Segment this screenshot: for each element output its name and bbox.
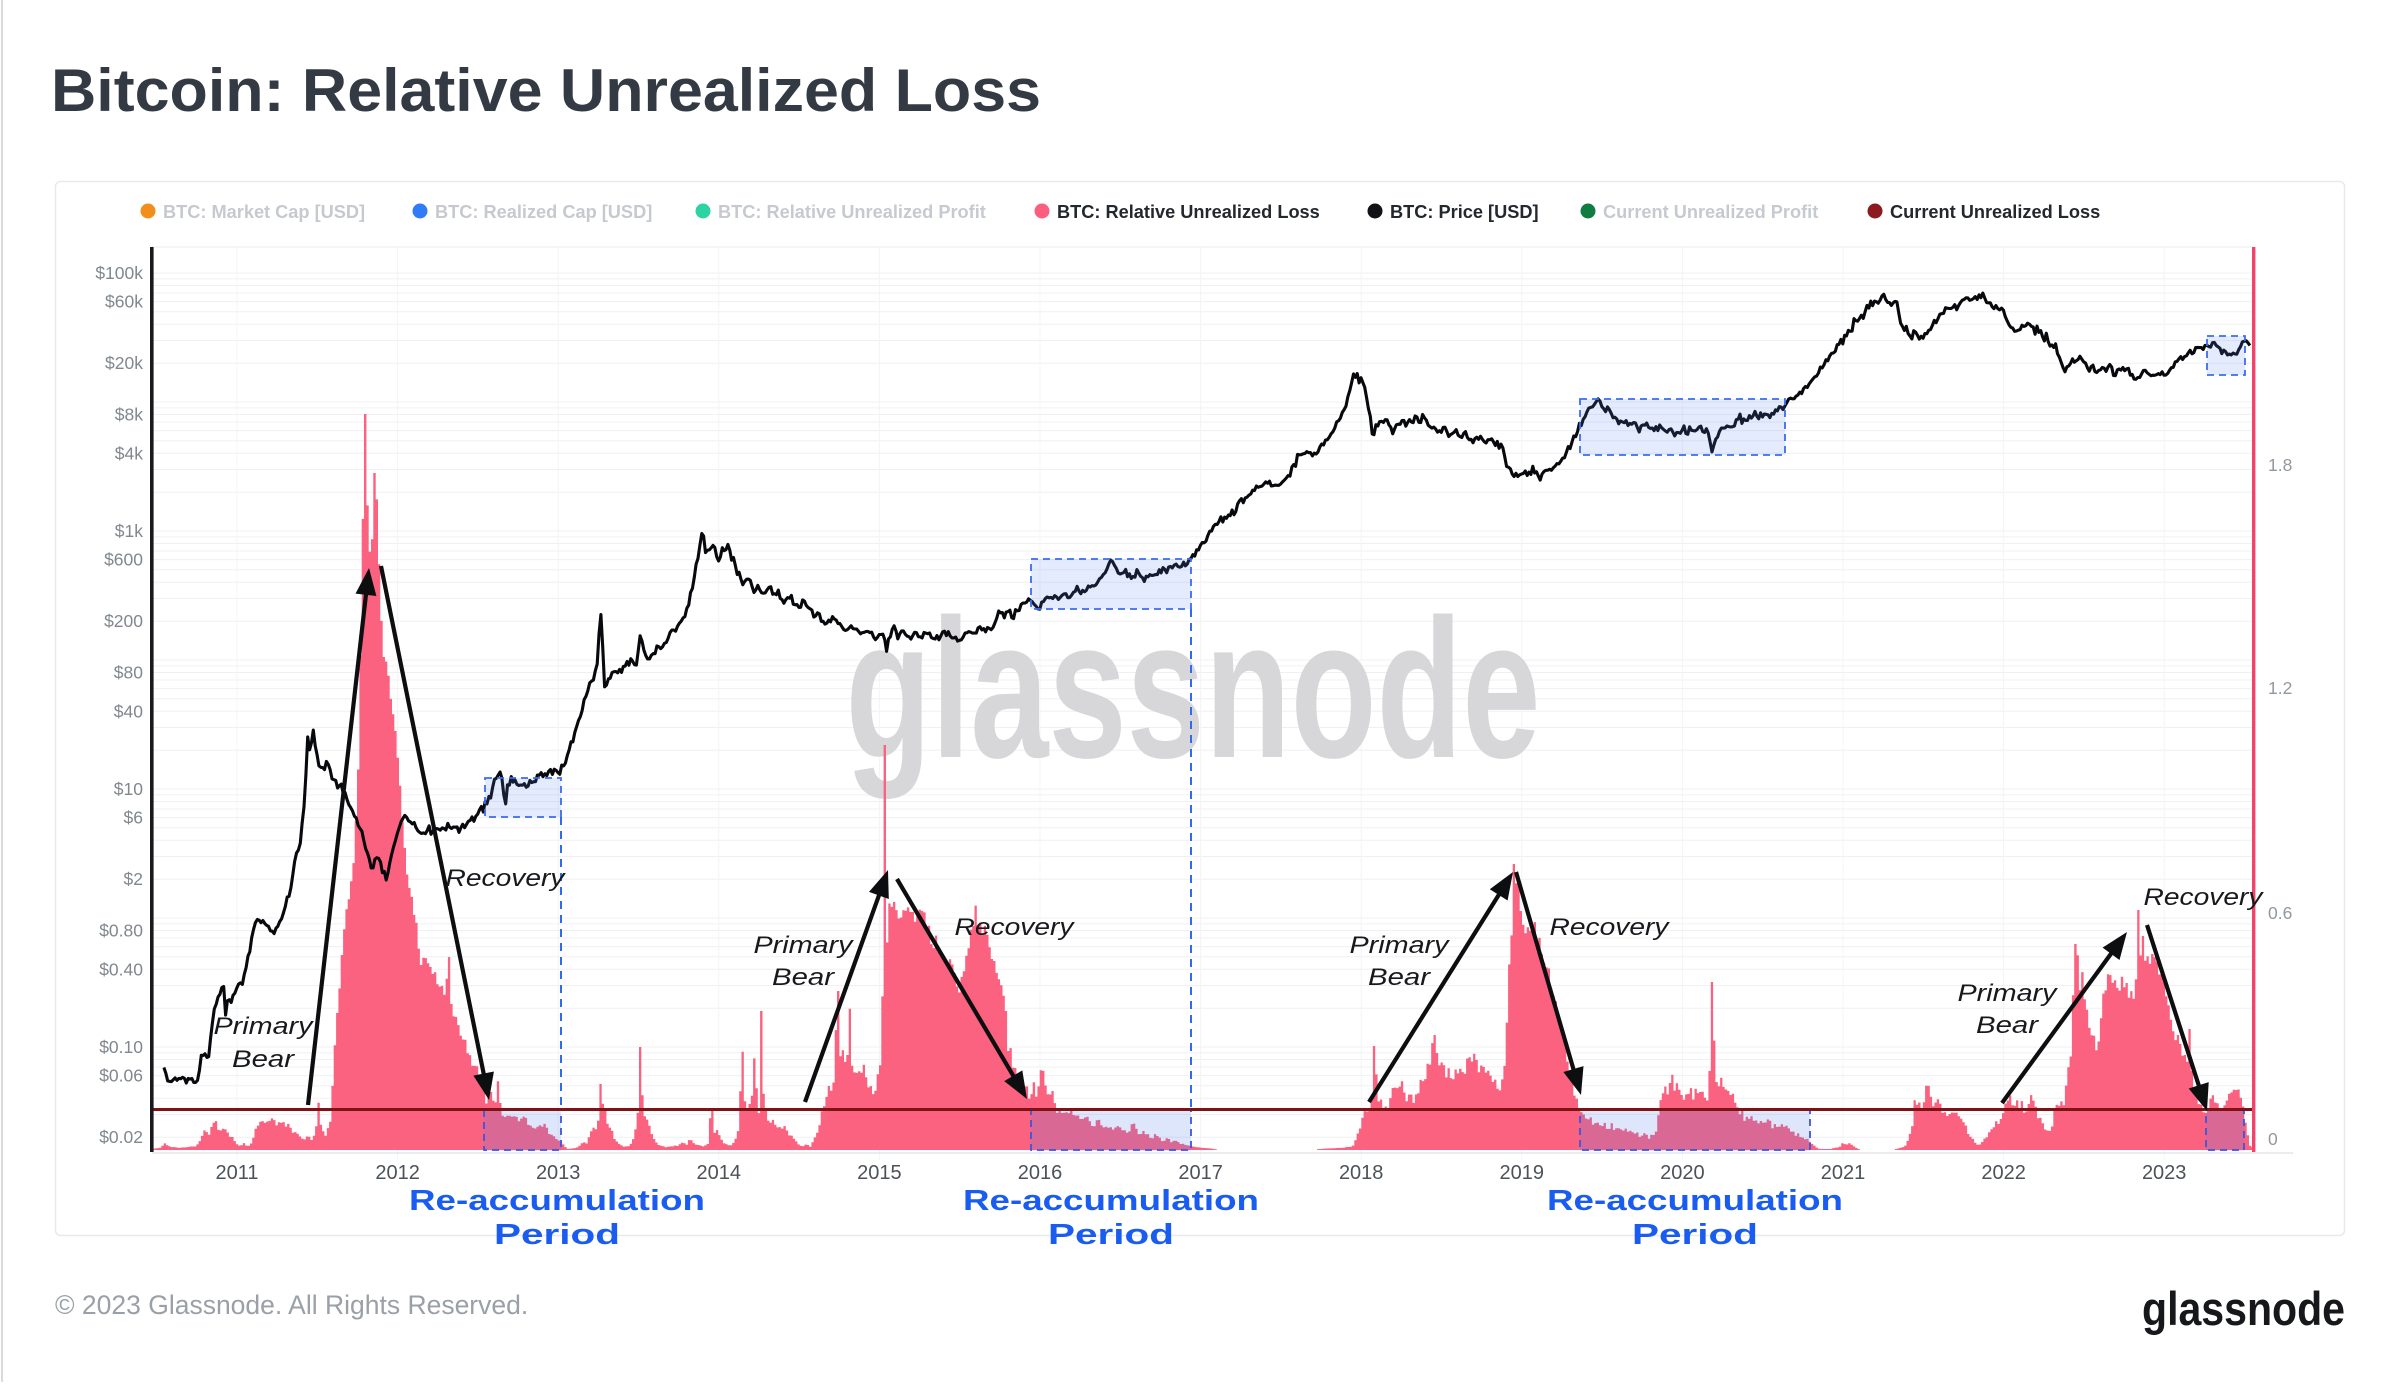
svg-text:2011: 2011 — [215, 1162, 258, 1184]
svg-text:Period: Period — [494, 1219, 620, 1251]
svg-text:$0.06: $0.06 — [99, 1066, 143, 1086]
svg-text:BTC: Relative Unrealized Profi: BTC: Relative Unrealized Profit — [718, 202, 986, 222]
svg-text:2014: 2014 — [697, 1162, 742, 1184]
svg-text:2020: 2020 — [1660, 1162, 1705, 1184]
svg-text:$0.02: $0.02 — [99, 1127, 143, 1147]
svg-text:2022: 2022 — [1981, 1162, 2026, 1184]
svg-text:$20k: $20k — [105, 353, 143, 373]
svg-text:Recovery: Recovery — [1550, 914, 1671, 941]
svg-text:1.2: 1.2 — [2268, 678, 2292, 698]
svg-text:glassnode: glassnode — [846, 578, 1541, 799]
svg-text:0: 0 — [2268, 1129, 2278, 1149]
svg-text:BTC: Relative Unrealized Loss: BTC: Relative Unrealized Loss — [1057, 202, 1320, 222]
svg-text:$600: $600 — [104, 550, 143, 570]
svg-text:2012: 2012 — [375, 1162, 420, 1184]
svg-text:Primary: Primary — [214, 1013, 315, 1040]
svg-text:$0.80: $0.80 — [99, 921, 143, 941]
svg-text:$0.40: $0.40 — [99, 959, 143, 979]
svg-text:$4k: $4k — [115, 443, 143, 463]
svg-text:Re-accumulation: Re-accumulation — [1547, 1185, 1843, 1217]
svg-text:1.8: 1.8 — [2268, 455, 2292, 475]
svg-text:Bear: Bear — [1976, 1012, 2039, 1039]
svg-text:2016: 2016 — [1018, 1162, 1063, 1184]
svg-text:Recovery: Recovery — [955, 914, 1076, 941]
svg-text:Re-accumulation: Re-accumulation — [409, 1185, 705, 1217]
svg-text:Recovery: Recovery — [2144, 884, 2265, 911]
svg-text:© 2023 Glassnode. All Rights R: © 2023 Glassnode. All Rights Reserved. — [55, 1290, 528, 1320]
svg-text:$100k: $100k — [95, 263, 143, 283]
svg-text:$0.10: $0.10 — [99, 1037, 143, 1057]
svg-text:2017: 2017 — [1178, 1162, 1223, 1184]
svg-text:2015: 2015 — [857, 1162, 902, 1184]
svg-text:Period: Period — [1048, 1219, 1174, 1251]
svg-text:$40: $40 — [114, 701, 143, 721]
svg-text:$200: $200 — [104, 611, 143, 631]
svg-text:$6: $6 — [124, 808, 143, 828]
svg-text:Primary: Primary — [1958, 980, 2059, 1007]
svg-text:$60k: $60k — [105, 292, 143, 312]
svg-text:BTC: Realized Cap [USD]: BTC: Realized Cap [USD] — [435, 202, 652, 222]
svg-text:BTC: Market Cap [USD]: BTC: Market Cap [USD] — [163, 202, 365, 222]
svg-text:2019: 2019 — [1500, 1162, 1545, 1184]
svg-text:$8k: $8k — [115, 405, 143, 425]
svg-text:BTC: Price [USD]: BTC: Price [USD] — [1390, 202, 1539, 222]
svg-text:2023: 2023 — [2142, 1162, 2187, 1184]
svg-text:Primary: Primary — [1350, 932, 1451, 959]
svg-text:2021: 2021 — [1821, 1162, 1866, 1184]
svg-text:Current Unrealized Profit: Current Unrealized Profit — [1603, 202, 1818, 222]
svg-text:$10: $10 — [114, 779, 143, 799]
svg-text:Period: Period — [1632, 1219, 1758, 1251]
svg-text:Re-accumulation: Re-accumulation — [963, 1185, 1259, 1217]
svg-text:2013: 2013 — [536, 1162, 581, 1184]
svg-text:Bear: Bear — [772, 964, 835, 991]
svg-text:Bitcoin: Relative Unrealized L: Bitcoin: Relative Unrealized Loss — [51, 57, 1041, 124]
svg-text:$80: $80 — [114, 663, 143, 683]
svg-text:Recovery: Recovery — [446, 865, 567, 892]
svg-text:$1k: $1k — [115, 521, 143, 541]
svg-text:2018: 2018 — [1339, 1162, 1384, 1184]
svg-text:0.6: 0.6 — [2268, 903, 2292, 923]
svg-text:Bear: Bear — [232, 1046, 295, 1073]
svg-text:glassnode: glassnode — [2142, 1282, 2345, 1335]
svg-text:Primary: Primary — [754, 932, 855, 959]
svg-text:$2: $2 — [124, 869, 143, 889]
svg-text:Current Unrealized Loss: Current Unrealized Loss — [1890, 202, 2100, 222]
svg-text:Bear: Bear — [1368, 964, 1431, 991]
